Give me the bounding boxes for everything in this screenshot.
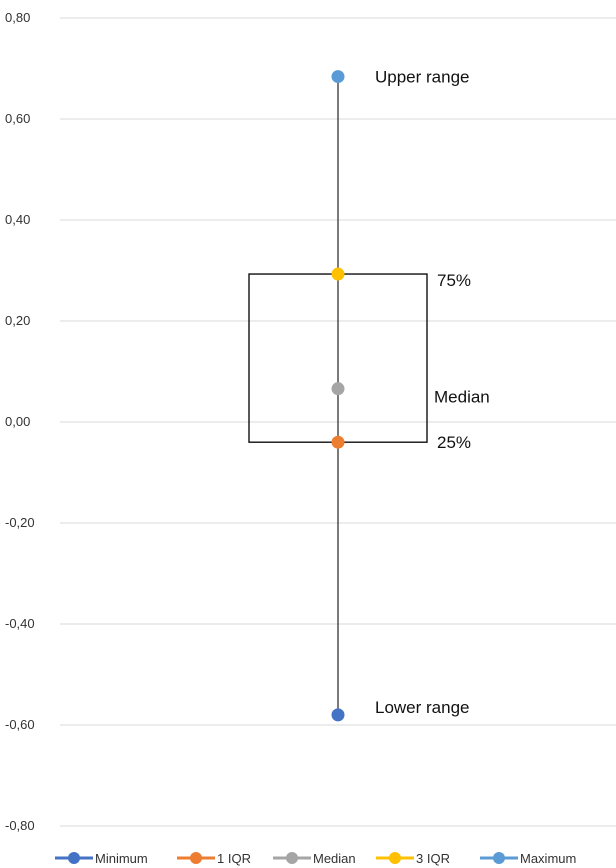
data-point — [331, 267, 345, 281]
data-point — [331, 382, 345, 396]
y-tick-label: -0,20 — [5, 515, 35, 530]
legend-swatch-marker — [493, 852, 505, 864]
y-tick-label: 0,80 — [5, 10, 30, 25]
box — [248, 76, 428, 715]
legend-swatch-marker — [68, 852, 80, 864]
annotation-label: Median — [434, 388, 490, 407]
annotation-label: Lower range — [375, 698, 470, 717]
legend-swatch-marker — [190, 852, 202, 864]
y-tick-label: -0,80 — [5, 818, 35, 833]
y-tick-label: 0,60 — [5, 111, 30, 126]
y-axis-tick-labels: 0,80 0,60 0,40 0,20 0,00 -0,20 -0,40 -0,60 -0,80 — [5, 10, 35, 833]
legend: Minimum 1 IQR Median 3 IQR Maximum — [55, 851, 576, 866]
data-point — [331, 70, 345, 84]
data-point — [331, 435, 345, 449]
y-tick-label: 0,00 — [5, 414, 30, 429]
legend-swatch-marker — [389, 852, 401, 864]
annotation-label: 25% — [437, 433, 471, 452]
legend-label: Median — [313, 851, 356, 866]
legend-label: 1 IQR — [217, 851, 251, 866]
y-tick-label: -0,60 — [5, 717, 35, 732]
annotation-label: 75% — [437, 271, 471, 290]
legend-swatch-marker — [286, 852, 298, 864]
data-point — [331, 708, 345, 722]
y-tick-label: -0,40 — [5, 616, 35, 631]
legend-label: 3 IQR — [416, 851, 450, 866]
annotation-label: Upper range — [375, 68, 470, 87]
legend-label: Minimum — [95, 851, 148, 866]
y-tick-label: 0,40 — [5, 212, 30, 227]
y-tick-label: 0,20 — [5, 313, 30, 328]
legend-label: Maximum — [520, 851, 576, 866]
annotations: Upper range 75% Median 25% Lower range — [375, 68, 490, 717]
data-points — [331, 70, 345, 722]
